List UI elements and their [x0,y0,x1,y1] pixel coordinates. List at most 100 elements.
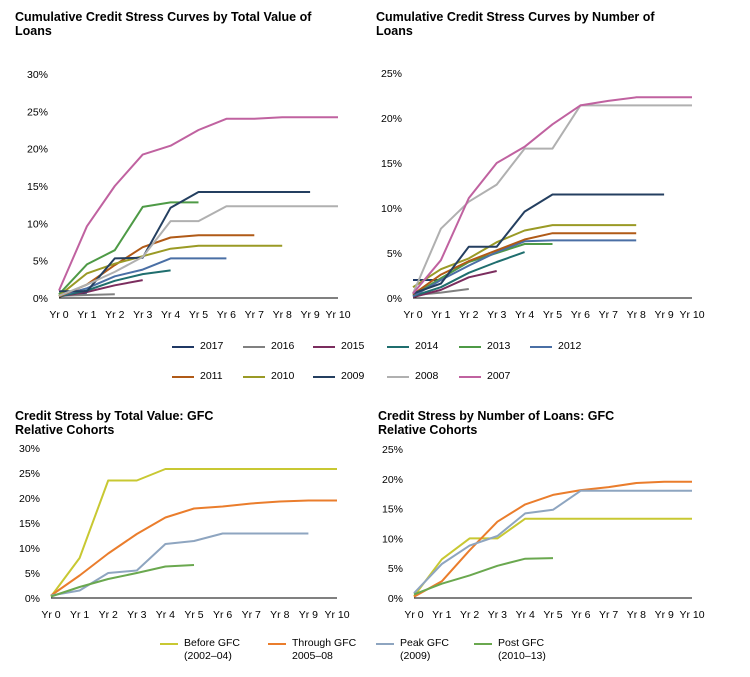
x-tick-label: Yr 0 [49,309,68,321]
legend-item-before-gfc: Before GFC (2002–04) [160,637,240,663]
legend-item-through-gfc: Through GFC 2005–08 [268,637,356,663]
y-tick-label: 0% [387,293,402,305]
legend-swatch [387,376,409,378]
x-tick-label: Yr 3 [133,309,152,321]
x-tick-label: Yr 6 [217,309,236,321]
y-tick-label: 15% [19,518,40,530]
y-tick-label: 25% [382,444,403,456]
legend-swatch [459,346,481,348]
x-tick-label: Yr 1 [77,309,96,321]
series-line-peak [413,489,692,594]
legend-label: 2016 [271,340,295,352]
x-tick-label: Yr 6 [213,609,232,621]
y-tick-label: 30% [27,69,48,81]
y-tick-label: 5% [33,256,48,268]
x-tick-label: Yr 10 [679,309,704,321]
series-line-2012 [412,239,637,298]
legend-item-2016: 2016 [243,340,294,353]
x-tick-label: Yr 8 [627,609,646,621]
x-tick-label: Yr 9 [299,609,318,621]
legend-swatch [172,346,194,348]
y-tick-label: 20% [19,493,40,505]
y-tick-label: 15% [27,181,48,193]
legend-swatch [160,643,178,645]
legend-item-2012: 2012 [530,340,581,353]
x-tick-label: Yr 8 [273,309,292,321]
x-tick-label: Yr 5 [184,609,203,621]
x-tick-label: Yr 5 [543,609,562,621]
series-line-before [413,517,692,597]
x-tick-label: Yr 3 [488,609,507,621]
y-tick-label: 15% [382,504,403,516]
legend-label: Through GFC 2005–08 [292,637,357,662]
x-tick-label: Yr 2 [105,309,124,321]
x-tick-label: Yr 6 [571,309,590,321]
x-tick-label: Yr 9 [300,309,319,321]
x-tick-label: Yr 10 [679,609,704,621]
x-tick-label: Yr 7 [245,309,264,321]
x-tick-label: Yr 1 [431,309,450,321]
x-tick-label: Yr 8 [627,309,646,321]
legend-swatch [172,376,194,378]
y-tick-label: 25% [381,68,402,80]
series-line-2008 [58,205,338,297]
series-line-2012 [58,257,227,297]
x-tick-label: Yr 0 [41,609,60,621]
legend-swatch [387,346,409,348]
chart-gfc-number: 0% 5% 10% 15% 20% 25% Yr 0 Yr 1 Yr 2 Yr 3 Yr 4 Yr 5… [382,444,705,621]
legend-swatch [268,643,286,645]
series-line-2011 [58,234,255,298]
legend-label: 2007 [487,370,511,382]
y-tick-label: 10% [19,543,40,555]
chart-title-number-curves: Cumulative Credit Stress Curves by Numbe… [376,10,655,38]
series-line-2013 [58,201,199,295]
legend-label: 2015 [341,340,365,352]
x-tick-label: Yr 0 [403,309,422,321]
legend-item-2007: 2007 [459,370,510,383]
legend-label: 2017 [200,340,224,352]
x-tick-label: Yr 6 [571,609,590,621]
y-tick-label: 0% [388,593,403,605]
series-line-through [413,480,692,598]
x-tick-label: Yr 5 [543,309,562,321]
y-tick-label: 25% [19,468,40,480]
legend-item-peak-gfc: Peak GFC (2009) [376,637,449,663]
legend-label: 2014 [415,340,439,352]
legend-item-2013: 2013 [459,340,510,353]
series-line-2009 [59,191,311,293]
legend-swatch [243,346,265,348]
legend-swatch [313,346,335,348]
legend-item-2011: 2011 [172,370,223,383]
series-line-2007 [58,116,338,291]
legend-label: 2010 [271,370,295,382]
series-line-2010 [58,244,283,297]
y-tick-label: 20% [27,144,48,156]
x-tick-label: Yr 7 [599,309,618,321]
legend-swatch [376,643,394,645]
x-tick-label: Yr 10 [324,609,349,621]
x-tick-label: Yr 3 [487,309,506,321]
series-line-post [413,557,554,596]
y-tick-label: 0% [33,293,48,305]
x-tick-label: Yr 4 [516,609,535,621]
x-tick-label: Yr 1 [432,609,451,621]
legend-label: 2011 [200,370,223,382]
x-tick-label: Yr 0 [404,609,423,621]
x-tick-label: Yr 9 [655,609,674,621]
x-tick-label: Yr 7 [599,609,618,621]
chart-number-curves: 0% 5% 10% 15% 20% 25% Yr 0 Yr 1 Yr 2 Yr 3 Yr 4 Yr 5… [381,68,705,321]
series-line-2014 [58,269,171,298]
chart-gfc-value: 0% 5% 10% 15% 20% 25% 30% Yr 0 Yr 1 Yr 2 Yr 3 Yr 4 Y… [19,443,350,621]
legend-label: Post GFC (2010–13) [498,637,546,662]
legend-item-2010: 2010 [243,370,294,383]
legend-item-post-gfc: Post GFC (2010–13) [474,637,546,663]
chart-title-gfc-number: Credit Stress by Number of Loans: GFC Re… [378,409,615,437]
legend-swatch [530,346,552,348]
y-tick-label: 5% [387,248,402,260]
series-line-2010 [412,224,637,289]
series-line-peak [50,532,309,597]
y-tick-label: 10% [381,203,402,215]
legend-item-2014: 2014 [387,340,438,353]
chart-title-gfc-value: Credit Stress by Total Value: GFC Relati… [15,409,214,437]
